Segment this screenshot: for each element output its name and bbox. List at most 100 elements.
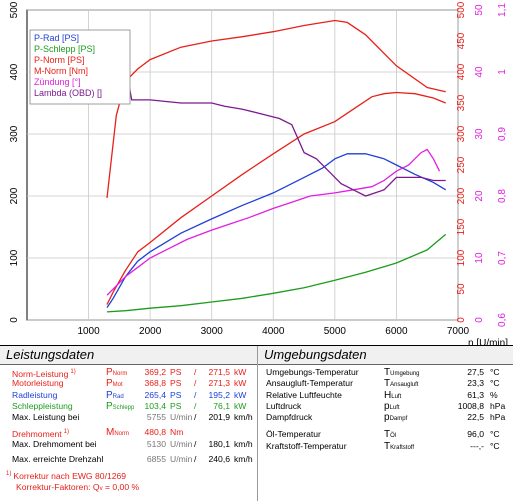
- row-label: Max. Drehmoment bei: [12, 438, 97, 449]
- umgebung-row: Kraftstoff-Temperatur TKraftstoff ---,- °C: [258, 441, 513, 452]
- legend-entry: Lambda (OBD) []: [34, 88, 102, 98]
- data-panel: Leistungsdaten Norm-Leistung 1) PNorm 369,2…: [0, 345, 513, 501]
- row-unit-1: PS: [170, 367, 182, 377]
- row-unit-1: PS: [170, 389, 182, 400]
- row-unit-1: U/min: [170, 438, 193, 449]
- env-symbol-sub: Luft: [389, 404, 400, 411]
- row-label: Max. Leistung bei: [12, 412, 80, 423]
- row-unit-2: kW: [234, 367, 247, 377]
- drehmoment-row: Max. Drehmoment bei 5130 U/min/ 180,1 km/h: [0, 439, 257, 450]
- env-label: Relative Luftfeuchte: [266, 389, 342, 400]
- drehmoment-rows: Drehmoment 1) MNorm 480,8 Nm Max. Drehmoment …: [0, 423, 257, 450]
- row-unit-2: km/h: [234, 438, 253, 449]
- env-value: 27,5: [467, 367, 484, 377]
- umgebung-rows-2: Öl-Temperatur TÖl 96,0 °C Kraftstoff-Tempera…: [258, 423, 513, 452]
- y-tick-label-deg: 40: [474, 66, 485, 78]
- env-symbol: TÖl: [384, 429, 397, 441]
- umgebung-rows: Umgebungs-Temperatur TUmgebung 27,5 °C Ansau…: [258, 365, 513, 423]
- env-symbol: TKraftstoff: [384, 440, 415, 452]
- y-tick-label-lambda: 0,6: [497, 313, 508, 327]
- env-label: Öl-Temperatur: [266, 429, 321, 440]
- row-unit-1: Nm: [170, 427, 184, 438]
- series-line-3: [106, 19, 446, 198]
- legend-entry: P-Rad [PS]: [34, 33, 79, 43]
- row-unit-1: U/min: [170, 412, 193, 423]
- korrektur-faktoren-sub: v: [99, 486, 103, 493]
- row-value-1: 265,4: [144, 389, 166, 400]
- korrektur-faktoren-label: Korrektur-Faktoren:: [16, 482, 91, 493]
- env-unit: °C: [490, 429, 500, 440]
- legend-entry: Zündung [°]: [34, 77, 81, 87]
- row-value-1: 5755: [146, 412, 166, 423]
- x-tick-label: 3000: [201, 326, 224, 337]
- env-symbol-sub: Umgebung: [390, 371, 420, 377]
- row-sep: /: [194, 400, 197, 411]
- umgebung-row: Relative Luftfeuchte HLuft 61,3%: [258, 390, 513, 401]
- y-tick-label-nm: 100: [456, 249, 467, 266]
- row-symbol-sub: Schlepp: [112, 404, 135, 411]
- series-line-1: [106, 233, 447, 313]
- env-label: Dampfdruck: [266, 412, 313, 423]
- y-tick-label-deg: 20: [474, 190, 485, 202]
- y-tick-label-nm: 500: [456, 1, 467, 18]
- korrektur-sup: 1): [6, 471, 12, 478]
- row-sep: /: [194, 389, 197, 400]
- env-symbol: HLuft: [384, 389, 402, 401]
- y-tick-label-deg: 0: [474, 317, 485, 323]
- env-unit: °C: [490, 378, 500, 389]
- row-sep: /: [194, 412, 197, 423]
- y-tick-label-nm: 0: [456, 317, 467, 323]
- leistung-row: Radleistung PRad 265,4 PS / 195,2 kW: [0, 390, 257, 401]
- env-value: 96,0: [467, 429, 484, 440]
- y-tick-label-lambda: 1,1: [497, 3, 508, 17]
- umgebung-row: Dampfdruck pDampf 22,5 hPa: [258, 412, 513, 423]
- row-symbol-sub: Norm: [112, 371, 128, 377]
- env-value: 23,3: [467, 378, 484, 389]
- y-tick-label-nm: 150: [456, 218, 467, 235]
- row-value-2: 195,2: [208, 389, 230, 400]
- y-tick-label-nm: 50: [456, 283, 467, 295]
- row-unit-2: kW: [234, 378, 247, 389]
- env-value: ---,-: [470, 440, 484, 451]
- row-unit-2: kW: [234, 389, 247, 400]
- legend-box: [29, 29, 131, 105]
- row-unit-1: PS: [170, 400, 182, 411]
- env-symbol-sub: Ansaugluft: [390, 382, 419, 389]
- env-unit: hPa: [490, 400, 506, 411]
- row-label: Schleppleistung: [12, 400, 73, 411]
- chart-series: [106, 19, 447, 313]
- legend-entry: M-Norm [Nm]: [34, 66, 88, 76]
- env-symbol: TUmgebung: [384, 367, 420, 378]
- env-symbol: pDampf: [384, 412, 408, 424]
- row-unit-1: U/min: [170, 454, 193, 465]
- env-symbol-sub: Öl: [390, 433, 397, 440]
- y-tick-label-deg: 30: [474, 128, 485, 140]
- leistung-row: Motorleistung PMot 368,8 PS / 271,3 kW: [0, 378, 257, 389]
- umgebung-row: Luftdruck pLuft 1008,8 hPa: [258, 401, 513, 412]
- korrektur-faktoren: Korrektur-Faktoren: Qv = 0,00 %: [0, 482, 257, 495]
- y-tick-label-ps: 300: [9, 125, 20, 142]
- row-symbol: PRad: [106, 389, 124, 401]
- leistungsdaten-section: Leistungsdaten Norm-Leistung 1) PNorm 369,2…: [0, 346, 258, 501]
- legend-entry: P-Norm [PS]: [34, 55, 85, 65]
- korrektur-faktoren-value: = 0,00 %: [104, 482, 140, 493]
- row-unit-1: PS: [170, 378, 182, 389]
- row-symbol: PNorm: [106, 367, 128, 378]
- korrektur-text: Korrektur nach EWG 80/1269: [13, 471, 127, 482]
- row-label: Drehmoment 1): [12, 429, 70, 440]
- row-sep: /: [194, 454, 197, 465]
- row-value-1: 480,8: [144, 427, 166, 438]
- row-value-2: 271,3: [208, 378, 230, 389]
- row-sep: /: [194, 378, 197, 389]
- umgebungsdaten-section: Umgebungsdaten Umgebungs-Temperatur TUmge…: [258, 346, 513, 501]
- y-tick-label-deg: 50: [474, 4, 485, 16]
- y-tick-label-nm: 300: [456, 125, 467, 142]
- env-value: 61,3: [467, 389, 484, 400]
- x-tick-label: 4000: [262, 326, 285, 337]
- x-tick-label: 1000: [77, 326, 100, 337]
- row-label: Max. erreichte Drehzahl: [12, 454, 104, 465]
- row-sup: 1): [63, 429, 70, 436]
- row-value-1: 5130: [146, 438, 166, 449]
- series-line-4: [106, 148, 441, 296]
